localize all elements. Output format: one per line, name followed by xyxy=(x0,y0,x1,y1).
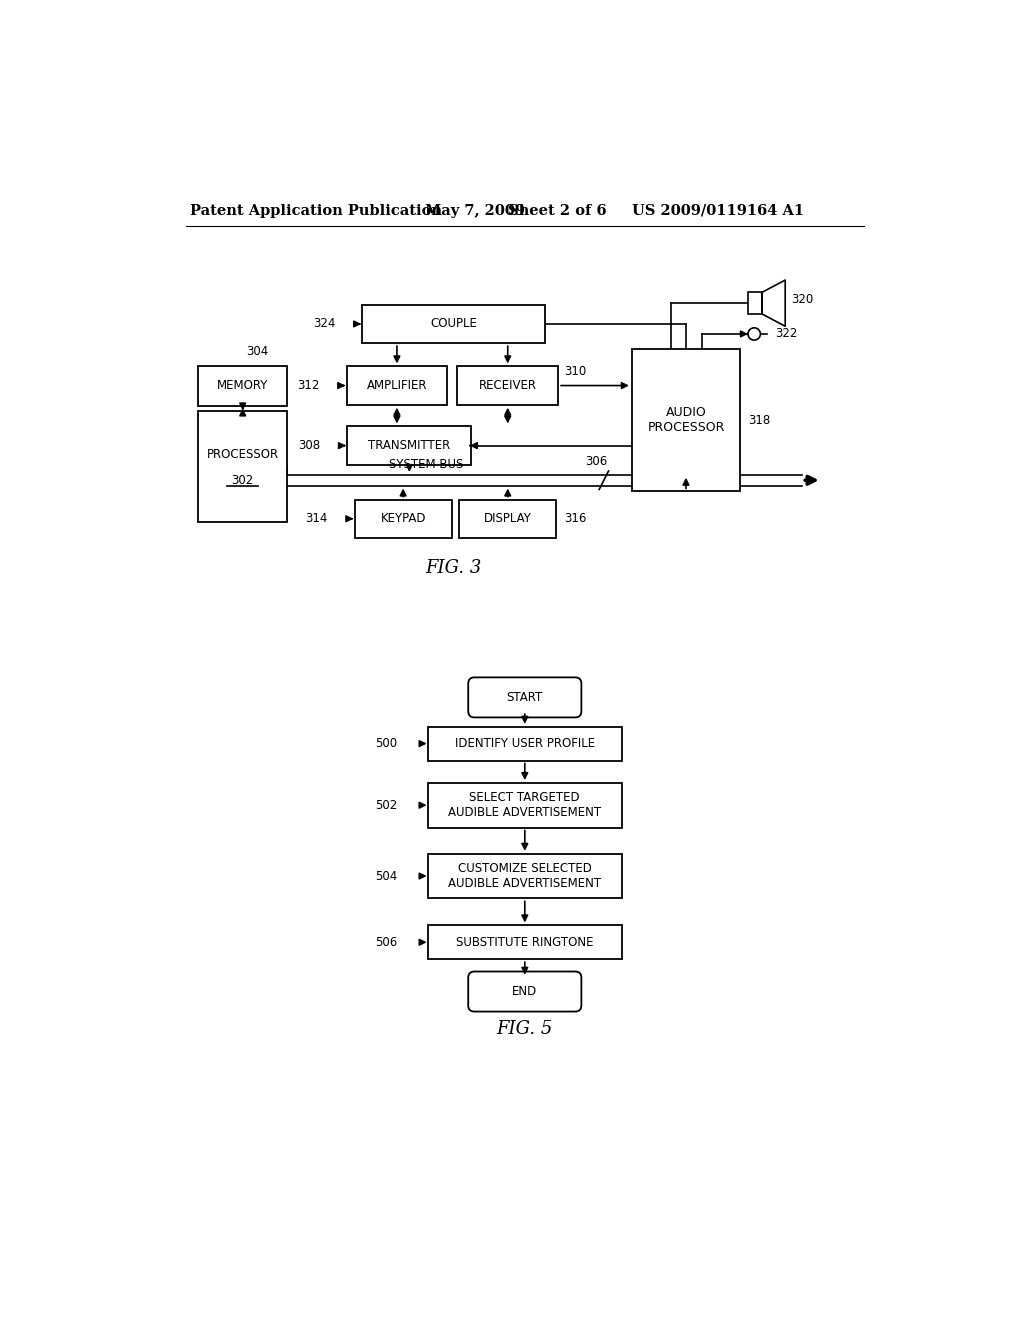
Bar xyxy=(346,367,447,405)
Text: 318: 318 xyxy=(748,413,770,426)
Text: DISPLAY: DISPLAY xyxy=(483,512,531,525)
Text: KEYPAD: KEYPAD xyxy=(380,512,426,525)
Bar xyxy=(428,726,622,760)
Bar xyxy=(428,854,622,899)
Circle shape xyxy=(748,327,761,341)
Text: COUPLE: COUPLE xyxy=(430,317,477,330)
Text: RECEIVER: RECEIVER xyxy=(479,379,537,392)
Bar xyxy=(198,366,288,405)
Text: TRANSMITTER: TRANSMITTER xyxy=(369,440,451,453)
Text: Sheet 2 of 6: Sheet 2 of 6 xyxy=(508,203,606,218)
Text: 320: 320 xyxy=(792,293,814,306)
Text: 500: 500 xyxy=(375,737,397,750)
Text: 304: 304 xyxy=(247,345,269,358)
Text: SUBSTITUTE RINGTONE: SUBSTITUTE RINGTONE xyxy=(456,936,594,949)
Polygon shape xyxy=(762,280,785,326)
Text: 314: 314 xyxy=(305,512,328,525)
Text: IDENTIFY USER PROFILE: IDENTIFY USER PROFILE xyxy=(455,737,595,750)
Bar xyxy=(347,426,471,465)
Text: 310: 310 xyxy=(564,366,587,379)
Text: FIG. 5: FIG. 5 xyxy=(497,1019,553,1038)
Text: AMPLIFIER: AMPLIFIER xyxy=(367,379,427,392)
Text: PROCESSOR: PROCESSOR xyxy=(207,449,279,462)
Text: 306: 306 xyxy=(586,454,607,467)
Text: 324: 324 xyxy=(313,317,335,330)
Text: AUDIO
PROCESSOR: AUDIO PROCESSOR xyxy=(647,407,725,434)
FancyBboxPatch shape xyxy=(468,972,582,1011)
Text: 322: 322 xyxy=(775,327,798,341)
Text: 316: 316 xyxy=(564,512,587,525)
Text: 302: 302 xyxy=(231,474,254,487)
Text: CUSTOMIZE SELECTED
AUDIBLE ADVERTISEMENT: CUSTOMIZE SELECTED AUDIBLE ADVERTISEMENT xyxy=(449,862,601,890)
FancyBboxPatch shape xyxy=(468,677,582,718)
Bar xyxy=(354,499,452,539)
Text: 312: 312 xyxy=(297,379,319,392)
Bar xyxy=(428,783,622,828)
Bar xyxy=(460,499,556,539)
Text: END: END xyxy=(512,985,538,998)
Bar xyxy=(748,293,762,314)
Bar xyxy=(362,305,545,343)
Bar xyxy=(632,348,740,491)
Text: FIG. 3: FIG. 3 xyxy=(425,560,481,577)
Text: START: START xyxy=(507,690,543,704)
Text: 506: 506 xyxy=(375,936,397,949)
Text: SELECT TARGETED
AUDIBLE ADVERTISEMENT: SELECT TARGETED AUDIBLE ADVERTISEMENT xyxy=(449,791,601,820)
Text: SYSTEM BUS: SYSTEM BUS xyxy=(389,458,464,471)
Text: 502: 502 xyxy=(375,799,397,812)
Text: 308: 308 xyxy=(298,440,321,453)
Text: MEMORY: MEMORY xyxy=(217,379,268,392)
Text: US 2009/0119164 A1: US 2009/0119164 A1 xyxy=(632,203,804,218)
Text: 504: 504 xyxy=(375,870,397,883)
Bar xyxy=(198,411,288,523)
Text: May 7, 2009: May 7, 2009 xyxy=(425,203,525,218)
Text: Patent Application Publication: Patent Application Publication xyxy=(190,203,442,218)
Bar xyxy=(428,925,622,960)
Bar xyxy=(458,367,558,405)
